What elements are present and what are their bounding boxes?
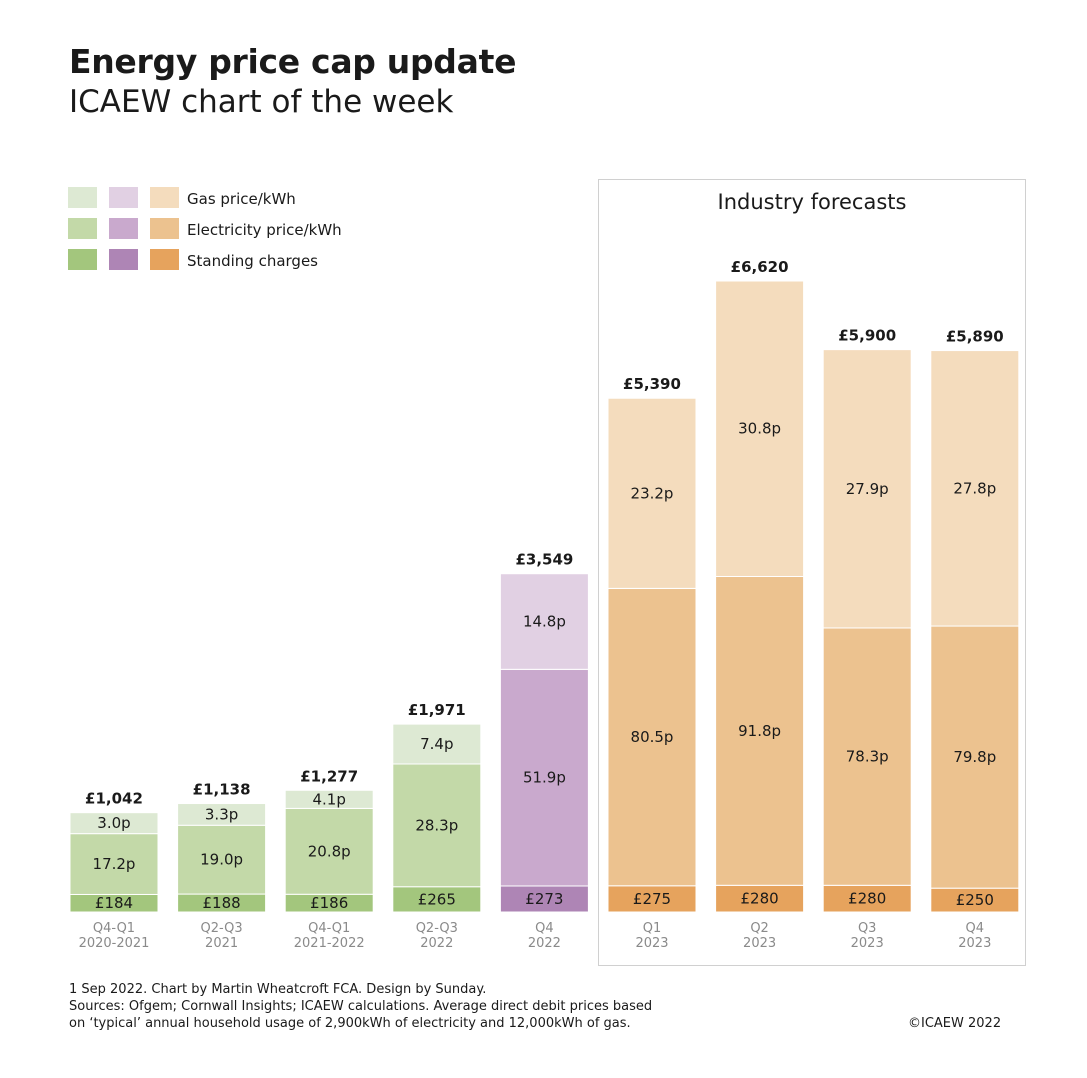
x-tick-label: 2023 [743,936,776,951]
total-label: £5,890 [946,328,1004,346]
segment-label: 20.8p [308,842,351,860]
x-tick-label: Q2-Q3 [416,921,458,936]
segment-label: 3.0p [97,814,130,832]
total-label: £1,277 [300,767,358,785]
segment-label: £265 [418,890,456,908]
footer-sources: Sources: Ofgem; Cornwall Insights; ICAEW… [69,999,653,1014]
bar-segment-electricity-3 [392,763,482,888]
segment-label: 91.8p [738,722,781,740]
bar-segment-electricity-6 [715,575,805,886]
segment-label: 78.3p [846,748,889,766]
total-label: £6,620 [731,258,789,276]
total-label: £3,549 [515,551,573,569]
bar-segment-electricity-1 [177,824,267,895]
bar-segment-electricity-8 [930,625,1020,889]
x-tick-label: 2022 [420,936,453,951]
legend-swatch-electricity-0 [68,218,97,239]
bar-segment-gas-4 [499,573,589,670]
x-tick-label: 2023 [851,936,884,951]
legend-swatch-standing-2 [150,249,179,270]
x-tick-label: 2021 [205,936,238,951]
legend-swatch-standing-1 [109,249,138,270]
x-tick-label: Q1 [643,921,662,936]
total-label: £1,138 [193,781,251,799]
bar-segment-standing-6 [715,884,805,913]
x-tick-label: Q3 [858,921,877,936]
legend-swatch-gas-2 [150,187,179,208]
x-tick-label: Q4 [535,921,554,936]
bar-segment-standing-5 [607,885,697,913]
x-tick-label: Q4 [966,921,985,936]
legend-swatch-electricity-2 [150,218,179,239]
x-tick-label: Q2 [750,921,769,936]
x-tick-label: Q4-Q1 [308,921,350,936]
segment-label: 14.8p [523,613,566,631]
bar-segment-gas-3 [392,723,482,765]
segment-label: 17.2p [93,855,136,873]
chart-subtitle: ICAEW chart of the week [69,84,454,120]
bar-segment-gas-8 [930,350,1020,627]
legend-swatch-gas-1 [109,187,138,208]
x-tick-label: 2023 [958,936,991,951]
bar-segment-gas-6 [715,280,805,577]
bar-segment-gas-7 [822,349,912,629]
segment-label: £186 [310,894,348,912]
segment-label: 7.4p [420,735,453,753]
total-label: £5,900 [838,327,896,345]
segment-label: 27.9p [846,480,889,498]
total-label: £1,042 [85,790,143,808]
segment-label: £184 [95,894,133,912]
segment-label: £188 [203,894,241,912]
total-label: £1,971 [408,701,466,719]
x-tick-label: 2022 [528,936,561,951]
x-tick-label: 2023 [635,936,668,951]
segment-label: 80.5p [631,728,674,746]
bar-segment-gas-2 [284,789,374,809]
segment-label: 23.2p [631,484,674,502]
forecast-panel [598,179,1026,966]
bar-segment-standing-3 [392,886,482,913]
bar-segment-electricity-2 [284,807,374,895]
bar-segment-electricity-7 [822,627,912,886]
bar-segment-gas-5 [607,397,697,589]
legend-label-electricity: Electricity price/kWh [187,221,342,239]
copyright: ©ICAEW 2022 [908,1016,1002,1031]
footer-notes: on ‘typical’ annual household usage of 2… [69,1016,631,1031]
forecast-panel-title: Industry forecasts [717,190,907,214]
segment-label: £273 [525,890,563,908]
footer-credit: 1 Sep 2022. Chart by Martin Wheatcroft F… [69,982,487,997]
total-label: £5,390 [623,375,681,393]
segment-label: 79.8p [953,748,996,766]
segment-label: 30.8p [738,420,781,438]
segment-label: 51.9p [523,769,566,787]
segment-label: £250 [956,891,994,909]
segment-label: 28.3p [415,816,458,834]
legend-swatch-gas-0 [68,187,97,208]
legend-label-gas: Gas price/kWh [187,190,296,208]
x-tick-label: 2020-2021 [79,936,150,951]
bar-segment-electricity-0 [69,833,159,895]
bar-segment-gas-1 [177,803,267,826]
bar-segment-gas-0 [69,812,159,835]
segment-label: 3.3p [205,805,238,823]
legend-label-standing: Standing charges [187,252,319,270]
bar-segment-electricity-5 [607,587,697,887]
segment-label: £280 [741,890,779,908]
segment-label: 27.8p [953,479,996,497]
chart-title: Energy price cap update [69,42,517,81]
bar-segment-electricity-4 [499,668,589,887]
segment-label: 4.1p [313,790,346,808]
x-tick-label: Q2-Q3 [201,921,243,936]
segment-label: 19.0p [200,851,243,869]
x-tick-label: Q4-Q1 [93,921,135,936]
segment-label: £275 [633,890,671,908]
legend-swatch-electricity-1 [109,218,138,239]
x-tick-label: 2021-2022 [294,936,365,951]
legend-swatch-standing-0 [68,249,97,270]
segment-label: £280 [848,890,886,908]
